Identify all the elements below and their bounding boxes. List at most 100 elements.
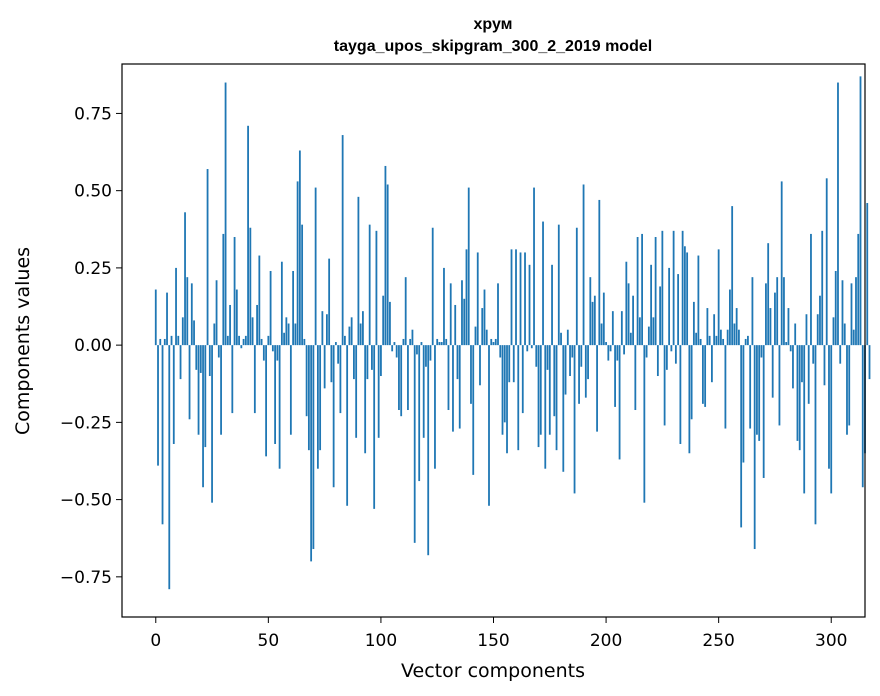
bar-208 <box>623 345 625 355</box>
bar-252 <box>722 338 725 346</box>
bar-61 <box>292 270 295 346</box>
bar-178 <box>555 345 558 451</box>
bar-280 <box>785 342 788 346</box>
bar-58 <box>285 317 288 346</box>
bar-21 <box>202 345 204 488</box>
bar-145 <box>481 308 484 346</box>
bar-195 <box>593 295 596 346</box>
bar-50 <box>267 335 270 346</box>
bar-235 <box>683 246 686 346</box>
bar-205 <box>616 345 619 361</box>
bar-53 <box>274 345 276 444</box>
bar-229 <box>670 345 673 352</box>
bar-198 <box>600 323 603 346</box>
bar-163 <box>521 345 524 414</box>
bar-70 <box>312 345 315 550</box>
bar-66 <box>303 338 306 346</box>
bar-19 <box>197 345 200 435</box>
bar-209 <box>625 261 628 346</box>
bar-223 <box>656 345 659 377</box>
bar-41 <box>247 125 249 346</box>
bar-39 <box>242 338 245 346</box>
bar-160 <box>515 249 517 346</box>
bar-157 <box>508 345 511 383</box>
bar-51 <box>269 270 272 346</box>
bar-249 <box>715 335 718 346</box>
bar-272 <box>767 243 770 346</box>
bar-232 <box>677 274 680 346</box>
bar-278 <box>780 181 783 346</box>
bar-202 <box>609 345 612 352</box>
bar-170 <box>537 345 540 448</box>
bar-200 <box>605 342 607 346</box>
bar-62 <box>294 323 297 346</box>
bar-228 <box>668 267 671 346</box>
bar-87 <box>350 317 353 346</box>
bar-88 <box>353 345 355 380</box>
bar-211 <box>629 332 632 346</box>
bar-233 <box>679 345 682 444</box>
bar-110 <box>402 338 405 346</box>
bar-241 <box>697 255 700 346</box>
bar-188 <box>578 345 580 404</box>
y-tick-label: −0.25 <box>60 413 112 433</box>
bar-117 <box>418 345 421 482</box>
bar-213 <box>634 345 637 411</box>
bar-210 <box>627 283 630 346</box>
bar-274 <box>771 345 774 398</box>
bar-303 <box>837 82 839 346</box>
bar-166 <box>528 264 531 346</box>
bar-71 <box>314 187 317 346</box>
bar-206 <box>618 345 621 460</box>
bar-222 <box>654 237 657 346</box>
bar-30 <box>222 233 225 346</box>
bar-92 <box>362 311 364 346</box>
bar-207 <box>620 311 623 346</box>
bar-102 <box>384 165 387 346</box>
bar-269 <box>760 345 763 358</box>
bar-173 <box>544 345 547 469</box>
bar-34 <box>231 345 234 414</box>
bar-24 <box>208 345 211 377</box>
bar-259 <box>738 329 740 346</box>
bar-22 <box>204 345 207 448</box>
bar-287 <box>801 345 803 383</box>
bar-124 <box>434 345 436 469</box>
bar-55 <box>278 345 281 469</box>
bar-236 <box>686 252 689 346</box>
bar-247 <box>711 345 713 383</box>
bar-29 <box>220 345 222 435</box>
bar-141 <box>472 345 475 475</box>
bar-132 <box>452 345 454 432</box>
bar-171 <box>539 345 542 435</box>
bar-204 <box>614 345 616 407</box>
bar-292 <box>812 345 815 364</box>
bar-47 <box>260 338 263 346</box>
bar-308 <box>848 345 851 426</box>
bar-146 <box>483 289 486 346</box>
bar-242 <box>699 338 702 346</box>
bar-220 <box>650 264 653 346</box>
bar-125 <box>436 338 439 346</box>
bar-7 <box>170 335 173 346</box>
bar-310 <box>852 329 855 346</box>
bar-91 <box>359 323 362 346</box>
bar-84 <box>344 335 346 346</box>
bar-190 <box>582 184 585 346</box>
bar-36 <box>235 289 238 346</box>
bar-52 <box>271 345 274 352</box>
bar-191 <box>584 345 587 398</box>
y-axis-ticks: −0.75 −0.50 −0.25 0.00 0.25 0.50 0.75 <box>60 104 122 588</box>
x-tick-label: 0 <box>150 631 161 651</box>
bar-89 <box>355 345 358 438</box>
bar-37 <box>238 335 240 346</box>
bar-20 <box>199 345 202 373</box>
bar-131 <box>449 283 452 346</box>
chart-title: хрум <box>474 16 513 33</box>
bar-105 <box>391 345 394 352</box>
bar-81 <box>337 345 340 364</box>
bar-256 <box>731 206 734 346</box>
bar-14 <box>186 277 189 346</box>
bar-138 <box>465 249 468 346</box>
